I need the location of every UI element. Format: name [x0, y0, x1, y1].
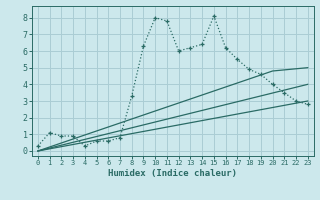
X-axis label: Humidex (Indice chaleur): Humidex (Indice chaleur)	[108, 169, 237, 178]
